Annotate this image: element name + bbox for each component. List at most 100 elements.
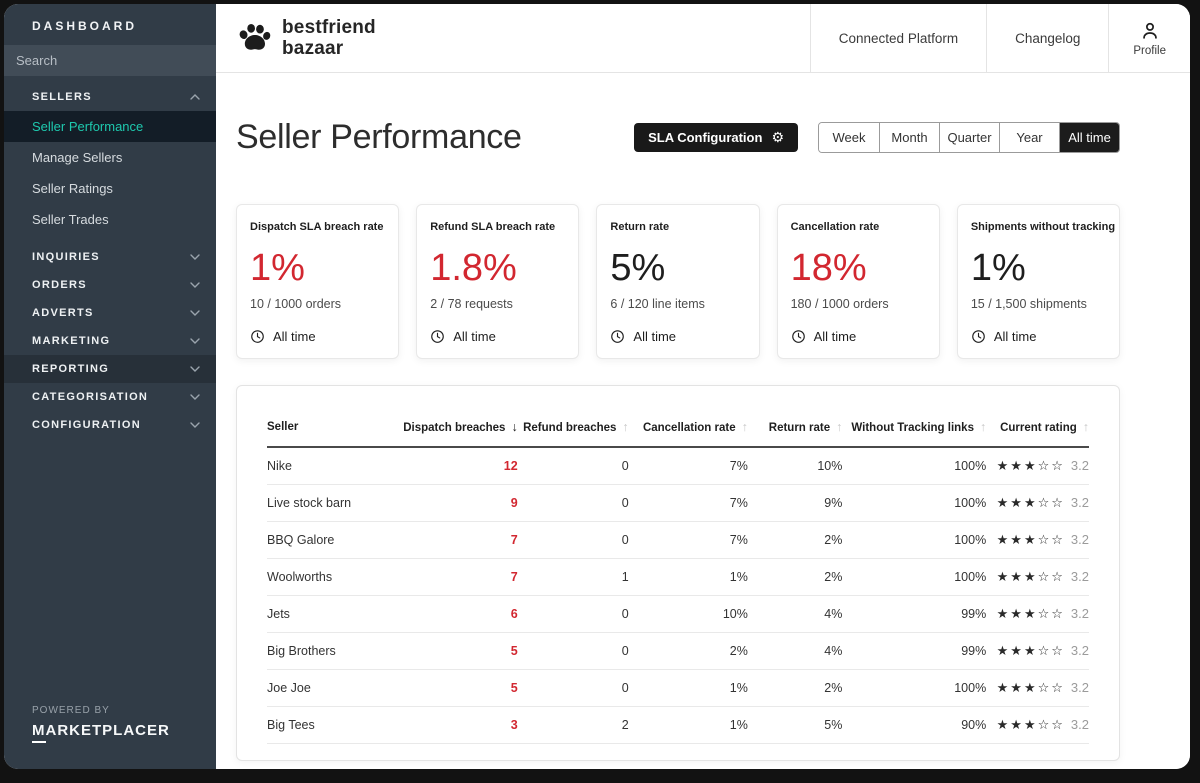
clock-icon (431, 329, 445, 343)
dispatch-breaches-value: 7 (386, 521, 518, 559)
current-rating: ★★★☆☆ 3.2 (986, 669, 1089, 707)
rating-value: 3.2 (1070, 457, 1089, 473)
stat-value: 1% (250, 246, 305, 289)
brand-logo-text: bestfriend bazaar (282, 18, 376, 58)
sidebar-section-categorisation[interactable]: CATEGORISATION (4, 383, 216, 411)
clock-icon (251, 329, 264, 343)
return-rate-value: 5% (747, 706, 843, 744)
column-label: Cancellation rate (642, 421, 736, 434)
star-rating-icons: ★★★☆☆ (996, 531, 1065, 547)
seller-name: Big Brothers (267, 632, 387, 670)
sidebar-section-reporting[interactable]: REPORTING (4, 355, 216, 383)
stat-card-return-rate: Return rate 5% 6 / 120 line items All ti… (596, 203, 760, 359)
stat-period: All time (610, 329, 745, 344)
marketplacer-logo: MARKETPLACER (32, 722, 170, 743)
column-header-return-rate[interactable]: Return rate ↑ (747, 409, 843, 448)
without-tracking-value: 99% (842, 632, 987, 670)
stat-period: All time (971, 329, 1106, 344)
column-header-without-tracking-links[interactable]: Without Tracking links ↑ (842, 409, 987, 448)
stat-period: All time (250, 329, 385, 344)
refund-breaches-value: 0 (517, 446, 629, 485)
nav-changelog[interactable]: Changelog (986, 4, 1108, 72)
column-label: Return rate (768, 421, 831, 434)
return-rate-value: 9% (747, 484, 843, 522)
sort-ascending-icon: ↑ (1082, 419, 1089, 434)
page-header: Seller Performance SLA Configuration ⚙ W… (236, 95, 1120, 180)
sla-configuration-button[interactable]: SLA Configuration ⚙ (634, 122, 798, 152)
page-content: Seller Performance SLA Configuration ⚙ W… (216, 73, 1140, 769)
stat-subtext: 6 / 120 line items (610, 296, 705, 311)
table-row: Jets 6 0 10% 4% 99% ★★★☆☆ 3.2 (267, 595, 1089, 633)
dispatch-breaches-value: 6 (386, 595, 518, 633)
seller-name: Jets (267, 595, 387, 633)
without-tracking-value: 90% (842, 706, 987, 744)
profile-button[interactable]: Profile (1108, 4, 1190, 72)
sidebar-item-manage-sellers[interactable]: Manage Sellers (32, 150, 123, 165)
stat-value: 5% (610, 246, 666, 289)
chevron-down-icon (190, 422, 200, 428)
sidebar-item-seller-ratings[interactable]: Seller Ratings (32, 181, 113, 196)
nav-connected-platform[interactable]: Connected Platform (809, 4, 986, 72)
time-filter-year[interactable]: Year (999, 122, 1059, 152)
sidebar-section-orders[interactable]: ORDERS (4, 271, 216, 299)
sidebar-section-label: SELLERS (32, 91, 92, 103)
sidebar-section-sellers[interactable]: SELLERS (4, 83, 216, 111)
without-tracking-value: 100% (842, 669, 987, 707)
cancellation-rate-value: 7% (628, 446, 748, 485)
cancellation-rate-value: 7% (628, 484, 748, 522)
rating-value: 3.2 (1070, 494, 1089, 510)
refund-breaches-value: 0 (517, 484, 629, 522)
refund-breaches-value: 0 (517, 595, 629, 633)
column-header-cancellation-rate[interactable]: Cancellation rate ↑ (628, 409, 748, 448)
current-rating: ★★★☆☆ 3.2 (986, 632, 1089, 670)
chevron-down-icon (190, 366, 200, 372)
stat-title: Shipments without tracking (970, 220, 1116, 233)
stat-period-label: All time (453, 328, 496, 344)
sidebar-section-label: MARKETING (32, 335, 111, 347)
sidebar-section-label: INQUIRIES (32, 251, 100, 263)
without-tracking-value: 99% (842, 595, 987, 633)
stat-subtext: 15 / 1,500 shipments (970, 296, 1087, 311)
sidebar-section-configuration[interactable]: CONFIGURATION (4, 411, 216, 439)
sidebar-section-adverts[interactable]: ADVERTS (4, 299, 216, 327)
refund-breaches-value: 0 (517, 521, 629, 559)
star-rating-icons: ★★★☆☆ (996, 494, 1065, 510)
seller-name: Nike (267, 446, 387, 485)
rating-value: 3.2 (1070, 642, 1089, 658)
sidebar-section-inquiries[interactable]: INQUIRIES (4, 243, 216, 271)
rating-value: 3.2 (1070, 679, 1089, 695)
sidebar-section-label: REPORTING (32, 363, 110, 375)
topbar: bestfriend bazaar Connected Platform Cha… (216, 4, 1190, 73)
sidebar-item-seller-performance[interactable]: Seller Performance (4, 111, 216, 142)
stat-card-shipments-without-tracking: Shipments without tracking 1% 15 / 1,500… (956, 203, 1121, 359)
profile-icon (1142, 22, 1157, 39)
column-header-dispatch-breaches[interactable]: Dispatch breaches ↓ (386, 409, 518, 448)
column-label: Refund breaches (523, 421, 617, 434)
column-header-current-rating[interactable]: Current rating ↑ (986, 409, 1089, 448)
search-input[interactable] (4, 45, 216, 76)
time-filter-week[interactable]: Week (819, 122, 879, 152)
refund-breaches-value: 2 (517, 706, 629, 744)
stat-value: 1% (970, 246, 1026, 289)
return-rate-value: 4% (747, 595, 843, 633)
cancellation-rate-value: 1% (628, 669, 748, 707)
sidebar-section-marketing[interactable]: MARKETING (4, 327, 216, 355)
return-rate-value: 10% (747, 446, 843, 485)
time-filter-all-time[interactable]: All time (1059, 122, 1119, 152)
dispatch-breaches-value: 7 (386, 558, 518, 596)
column-header-seller: Seller (267, 409, 387, 448)
table-row: Big Brothers 5 0 2% 4% 99% ★★★☆☆ 3.2 (267, 632, 1089, 670)
column-label: Seller (267, 420, 299, 433)
column-label: Current rating (1000, 421, 1077, 434)
chevron-down-icon (190, 338, 200, 344)
sidebar-item-seller-trades[interactable]: Seller Trades (32, 212, 109, 227)
table-row: BBQ Galore 7 0 7% 2% 100% ★★★☆☆ 3.2 (267, 521, 1089, 559)
seller-performance-table: Seller Dispatch breaches ↓ Refund breaches ↑… (267, 409, 1089, 744)
stat-title: Refund SLA breach rate (430, 220, 556, 233)
column-header-refund-breaches[interactable]: Refund breaches ↑ (517, 409, 629, 448)
star-rating-icons: ★★★☆☆ (996, 716, 1065, 732)
dispatch-breaches-value: 5 (386, 632, 518, 670)
chevron-down-icon (190, 282, 200, 288)
time-filter-quarter[interactable]: Quarter (939, 122, 999, 152)
time-filter-month[interactable]: Month (879, 122, 939, 152)
